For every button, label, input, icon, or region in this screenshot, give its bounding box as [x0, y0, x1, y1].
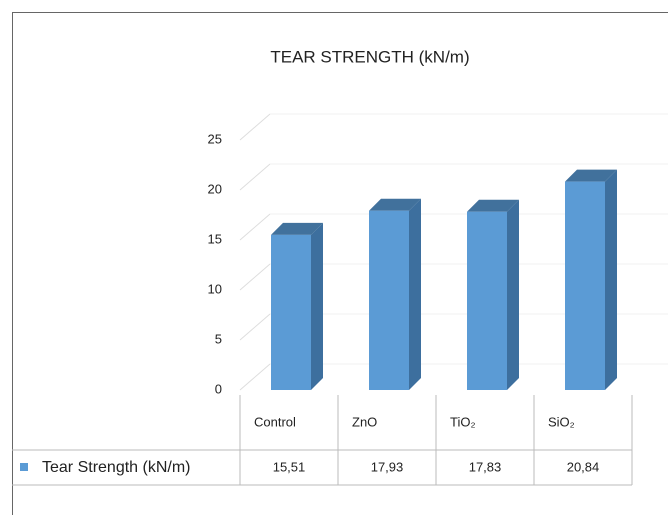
bar-top — [467, 199, 519, 212]
x-tick-label: TiO₂ — [450, 414, 476, 429]
chart-title: TEAR STRENGTH (kN/m) — [270, 47, 469, 66]
bar — [565, 181, 605, 390]
bar-side — [409, 198, 421, 390]
grid-line — [239, 163, 271, 191]
data-label: 15,51 — [273, 459, 306, 474]
bar-top — [565, 169, 617, 182]
bar-side — [605, 169, 617, 390]
y-tick-label: 20 — [208, 181, 222, 196]
y-tick-label: 5 — [215, 331, 222, 346]
grid-line — [239, 113, 271, 141]
y-tick-label: 15 — [208, 231, 222, 246]
data-label: 17,93 — [371, 459, 404, 474]
data-label: 20,84 — [567, 459, 600, 474]
bar-top — [271, 222, 323, 235]
legend-swatch — [20, 463, 28, 471]
x-tick-label: ZnO — [352, 414, 377, 429]
y-tick-label: 0 — [215, 381, 222, 396]
data-label: 17,83 — [469, 459, 502, 474]
grid-line — [239, 213, 271, 241]
bar-side — [311, 222, 323, 390]
grid-line — [239, 363, 271, 391]
bar-side — [507, 199, 519, 390]
bar — [271, 234, 311, 390]
bar — [369, 210, 409, 390]
bar-top — [369, 198, 421, 211]
x-tick-label: Control — [254, 414, 296, 429]
grid-line — [239, 263, 271, 291]
x-tick-label: SiO₂ — [548, 414, 575, 429]
legend-label: Tear Strength (kN/m) — [42, 459, 190, 476]
y-tick-label: 10 — [208, 281, 222, 296]
grid-line — [239, 313, 271, 341]
bar — [467, 211, 507, 390]
y-tick-label: 25 — [208, 131, 222, 146]
